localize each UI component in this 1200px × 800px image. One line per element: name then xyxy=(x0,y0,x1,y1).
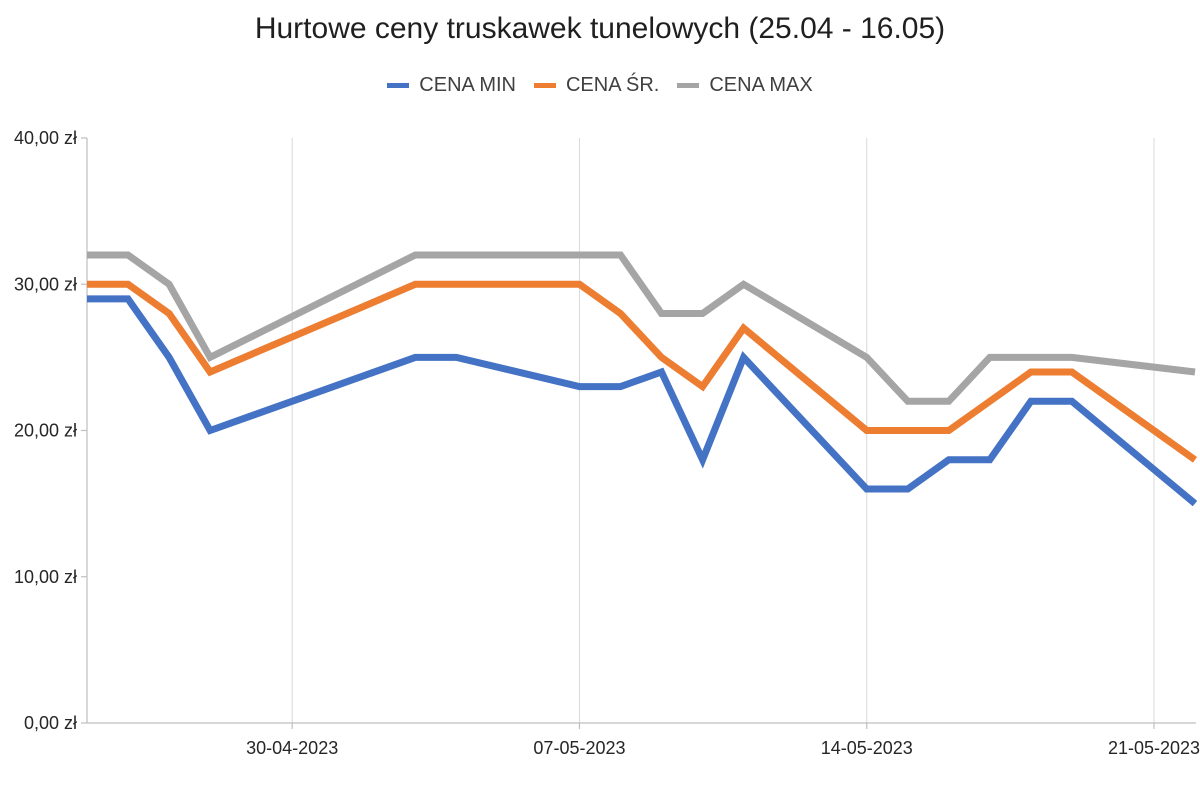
x-tick-label: 30-04-2023 xyxy=(246,738,338,758)
series-lines xyxy=(87,251,1198,507)
chart-title: Hurtowe ceny truskawek tunelowych (25.04… xyxy=(254,12,946,45)
x-tick-label: 21-05-2023 xyxy=(1108,738,1200,758)
legend: CENA MIN CENA ŚR. CENA MAX xyxy=(0,74,1200,97)
y-tick-label: 40,00 zł xyxy=(14,128,77,148)
legend-label-max: CENA MAX xyxy=(709,74,813,96)
axis-labels: 0,00 zł 10,00 zł 20,00 zł 30,00 zł 40,00 zł 3… xyxy=(14,128,1200,758)
legend-item-max: CENA MAX xyxy=(677,74,813,97)
series-line-0 xyxy=(87,295,1198,507)
y-tick-label: 20,00 zł xyxy=(14,421,77,441)
legend-item-min: CENA MIN xyxy=(387,74,516,97)
series-line-2 xyxy=(87,251,1196,405)
y-tick-label: 0,00 zł xyxy=(24,713,77,733)
legend-label-min: CENA MIN xyxy=(419,74,516,96)
x-tick-label: 14-05-2023 xyxy=(821,738,913,758)
series-line-1 xyxy=(87,280,1198,463)
legend-label-avg: CENA ŚR. xyxy=(565,74,660,96)
legend-swatch-min xyxy=(387,83,410,88)
legend-item-avg: CENA ŚR. xyxy=(533,74,660,97)
axes xyxy=(81,137,1196,729)
y-tick-label: 10,00 zł xyxy=(14,567,77,587)
gridlines xyxy=(291,138,1155,723)
legend-swatch-max xyxy=(677,83,700,88)
x-tick-label: 07-05-2023 xyxy=(533,738,625,758)
legend-swatch-avg xyxy=(533,83,556,88)
y-tick-label: 30,00 zł xyxy=(14,274,77,294)
